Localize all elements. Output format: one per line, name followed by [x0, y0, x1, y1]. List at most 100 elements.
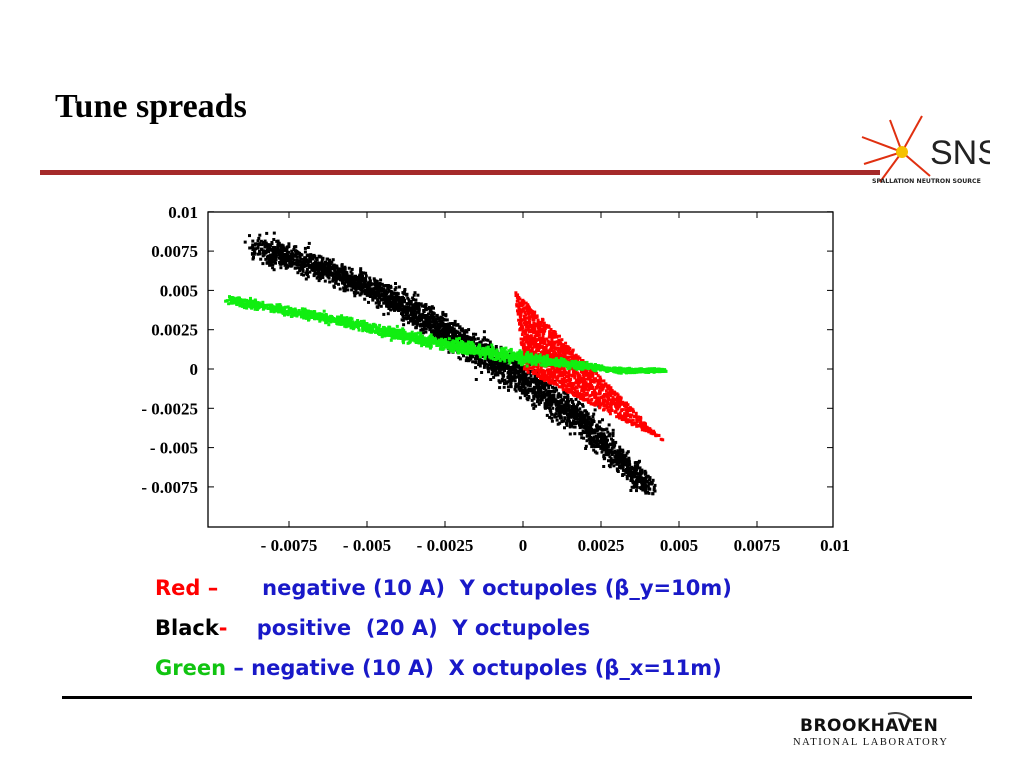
- black-series-point: [523, 386, 527, 390]
- black-series-point: [627, 466, 631, 470]
- red-series-point: [565, 346, 569, 350]
- black-series-point: [383, 292, 387, 296]
- red-series-point: [543, 374, 547, 378]
- black-series-point: [648, 478, 652, 481]
- black-series-point: [488, 340, 492, 344]
- black-series-point: [386, 312, 390, 316]
- red-series-point: [657, 433, 661, 437]
- red-series-point: [516, 312, 520, 316]
- black-series-point: [328, 262, 332, 266]
- red-series-point: [661, 438, 665, 442]
- red-series-point: [520, 300, 524, 304]
- black-series-point: [565, 419, 569, 423]
- black-series-point: [540, 398, 544, 402]
- axis-ticks: [208, 211, 833, 527]
- red-series-point: [547, 372, 550, 376]
- black-series-point: [328, 280, 332, 284]
- black-series-point: [269, 258, 272, 262]
- red-series-point: [530, 327, 534, 331]
- black-series-point: [581, 429, 585, 433]
- black-series-point: [382, 312, 386, 316]
- red-series-point: [531, 342, 535, 346]
- black-series-point: [506, 385, 510, 389]
- black-series-point: [611, 428, 615, 432]
- black-series-point: [541, 394, 545, 398]
- black-series-point: [320, 257, 324, 261]
- black-series-point: [359, 282, 363, 286]
- black-series-point: [298, 255, 302, 259]
- black-series-point: [563, 426, 566, 430]
- black-series-point: [585, 419, 589, 423]
- black-series-point: [306, 259, 310, 263]
- black-series-point: [402, 296, 406, 300]
- red-series-point: [571, 385, 574, 389]
- black-series-point: [635, 482, 639, 486]
- red-series-point: [536, 320, 540, 323]
- black-series-point: [445, 326, 449, 330]
- black-series-point: [513, 366, 517, 370]
- black-series-point: [379, 304, 383, 308]
- black-series-point: [533, 377, 537, 381]
- black-series-point: [566, 413, 569, 417]
- red-series-point: [598, 406, 602, 410]
- black-series-point: [551, 397, 555, 401]
- black-series-point: [616, 461, 619, 465]
- black-series-point: [394, 307, 398, 311]
- black-series-point: [518, 377, 521, 381]
- black-series-point: [412, 298, 415, 302]
- red-series-point: [617, 412, 620, 416]
- black-series-point: [414, 320, 418, 324]
- black-series-point: [508, 367, 512, 371]
- black-series-point: [651, 478, 655, 482]
- black-series-point: [342, 286, 346, 290]
- black-series-point: [613, 449, 617, 453]
- red-series-point: [548, 348, 552, 352]
- black-series-point: [564, 407, 568, 411]
- black-series-point: [405, 302, 409, 306]
- black-series-point: [416, 293, 420, 297]
- black-series-point: [367, 282, 371, 285]
- red-series-point: [531, 336, 535, 340]
- black-series-point: [373, 283, 377, 287]
- black-series-point: [312, 274, 316, 278]
- black-series-point: [551, 406, 555, 410]
- red-series-point: [593, 401, 597, 405]
- black-series-point: [607, 459, 610, 463]
- red-series-point: [521, 307, 525, 311]
- red-series-point: [562, 355, 566, 359]
- black-series-point: [357, 276, 361, 280]
- black-series-point: [523, 389, 527, 392]
- black-series-point: [584, 444, 588, 448]
- black-series-point: [527, 376, 531, 380]
- red-series-point: [606, 391, 610, 395]
- black-series-point: [330, 271, 334, 275]
- black-series-point: [607, 450, 611, 454]
- black-series-point: [635, 484, 639, 488]
- red-series-point: [585, 391, 589, 395]
- black-series-point: [368, 276, 372, 280]
- red-series-point: [527, 306, 530, 310]
- red-series-point: [616, 404, 620, 408]
- black-series-point: [599, 441, 602, 445]
- red-series-point: [514, 294, 518, 297]
- black-series-point: [248, 234, 251, 238]
- black-series-point: [462, 332, 466, 336]
- black-series-point: [276, 239, 280, 243]
- black-series-point: [607, 464, 611, 468]
- black-series-point: [320, 266, 324, 270]
- black-series-point: [555, 418, 559, 422]
- black-series-point: [568, 421, 572, 425]
- black-series-point: [354, 287, 358, 291]
- red-series-point: [567, 371, 571, 375]
- black-series-point: [338, 278, 342, 281]
- black-series-point: [376, 285, 380, 289]
- black-series-point: [373, 281, 377, 285]
- black-series-point: [596, 425, 599, 429]
- black-series-point: [480, 361, 484, 365]
- black-series-point: [493, 367, 497, 371]
- black-series-point: [543, 386, 547, 390]
- red-series-point: [569, 378, 573, 381]
- black-series-point: [274, 251, 278, 255]
- black-series-point: [414, 326, 418, 330]
- black-series-point: [513, 387, 517, 391]
